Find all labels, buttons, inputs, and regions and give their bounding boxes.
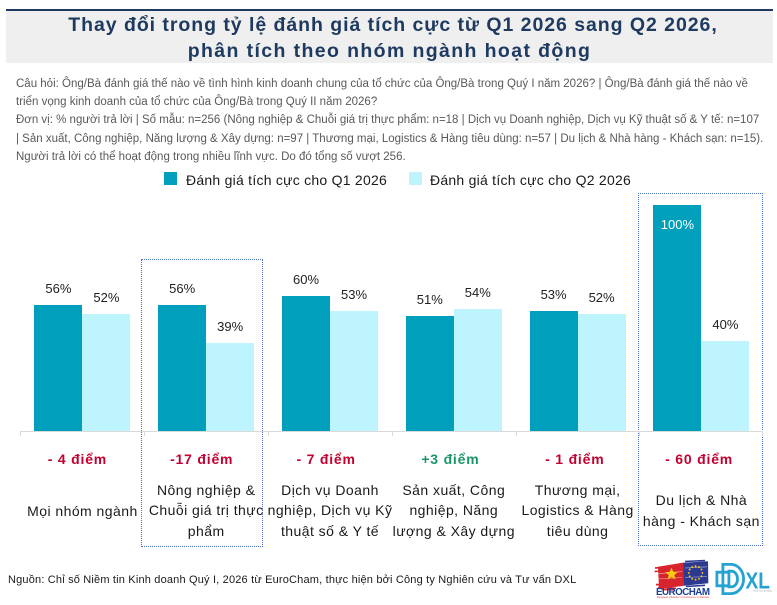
svg-text:European Chamber of Commerce i: European Chamber of Commerce in Vietnam bbox=[657, 596, 709, 599]
svg-text:EUROCHAM: EUROCHAM bbox=[656, 587, 710, 598]
svg-text:XL: XL bbox=[746, 568, 771, 594]
svg-text:Think Fast. Act Right: Think Fast. Act Right bbox=[753, 590, 772, 593]
